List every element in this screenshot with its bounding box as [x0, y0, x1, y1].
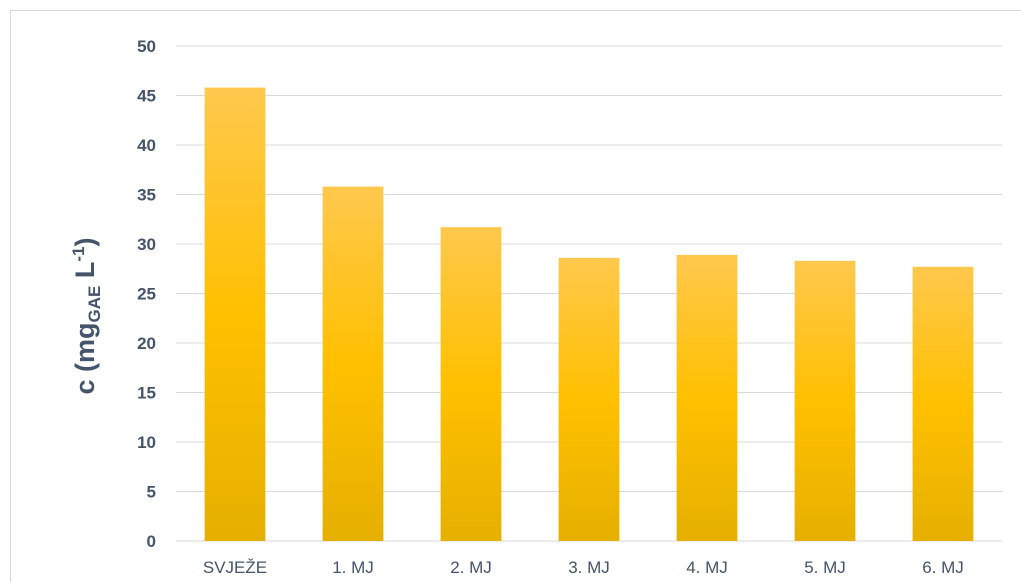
bar	[794, 260, 856, 541]
x-tick-label: 6. MJ	[922, 558, 964, 577]
chart-frame: 0 5 10 15 20 25 30 35 40 45 50 SVJEŽE 1. MJ 2. MJ 3. …	[10, 10, 1021, 582]
x-tick-label: 5. MJ	[804, 558, 846, 577]
y-axis-title-subscript: GAE	[85, 286, 104, 323]
x-tick-label: SVJEŽE	[203, 558, 267, 577]
y-axis-title-main: c (mg	[70, 322, 100, 394]
bar	[322, 186, 384, 541]
bar	[440, 227, 502, 542]
x-tick-label: 2. MJ	[450, 558, 492, 577]
y-tick-label: 25	[137, 285, 156, 304]
x-tick-label: 3. MJ	[568, 558, 610, 577]
y-axis-title-unit: L	[70, 262, 100, 286]
y-axis-ticks: 0 5 10 15 20 25 30 35 40 45 50	[137, 37, 156, 551]
y-tick-label: 5	[147, 483, 156, 502]
x-tick-label: 4. MJ	[686, 558, 728, 577]
bar-chart: 0 5 10 15 20 25 30 35 40 45 50 SVJEŽE 1. MJ 2. MJ 3. …	[69, 37, 1002, 577]
y-tick-label: 0	[147, 532, 156, 551]
y-axis-title: c (mgGAE L-1)	[69, 238, 104, 395]
bar	[676, 254, 738, 541]
bar	[912, 266, 974, 541]
y-tick-label: 50	[137, 37, 156, 56]
y-tick-label: 45	[137, 87, 156, 106]
bar	[558, 257, 620, 541]
y-tick-label: 35	[137, 186, 156, 205]
bar	[204, 87, 266, 541]
x-tick-label: 1. MJ	[332, 558, 374, 577]
y-axis-title-superscript: -1	[69, 247, 88, 262]
y-axis-title-close: )	[70, 238, 100, 247]
y-tick-label: 30	[137, 235, 156, 254]
x-axis-labels: SVJEŽE 1. MJ 2. MJ 3. MJ 4. MJ 5. MJ 6. MJ	[203, 558, 964, 577]
y-tick-label: 15	[137, 384, 156, 403]
y-tick-label: 20	[137, 334, 156, 353]
y-tick-label: 10	[137, 433, 156, 452]
y-tick-label: 40	[137, 136, 156, 155]
bars	[204, 87, 974, 542]
